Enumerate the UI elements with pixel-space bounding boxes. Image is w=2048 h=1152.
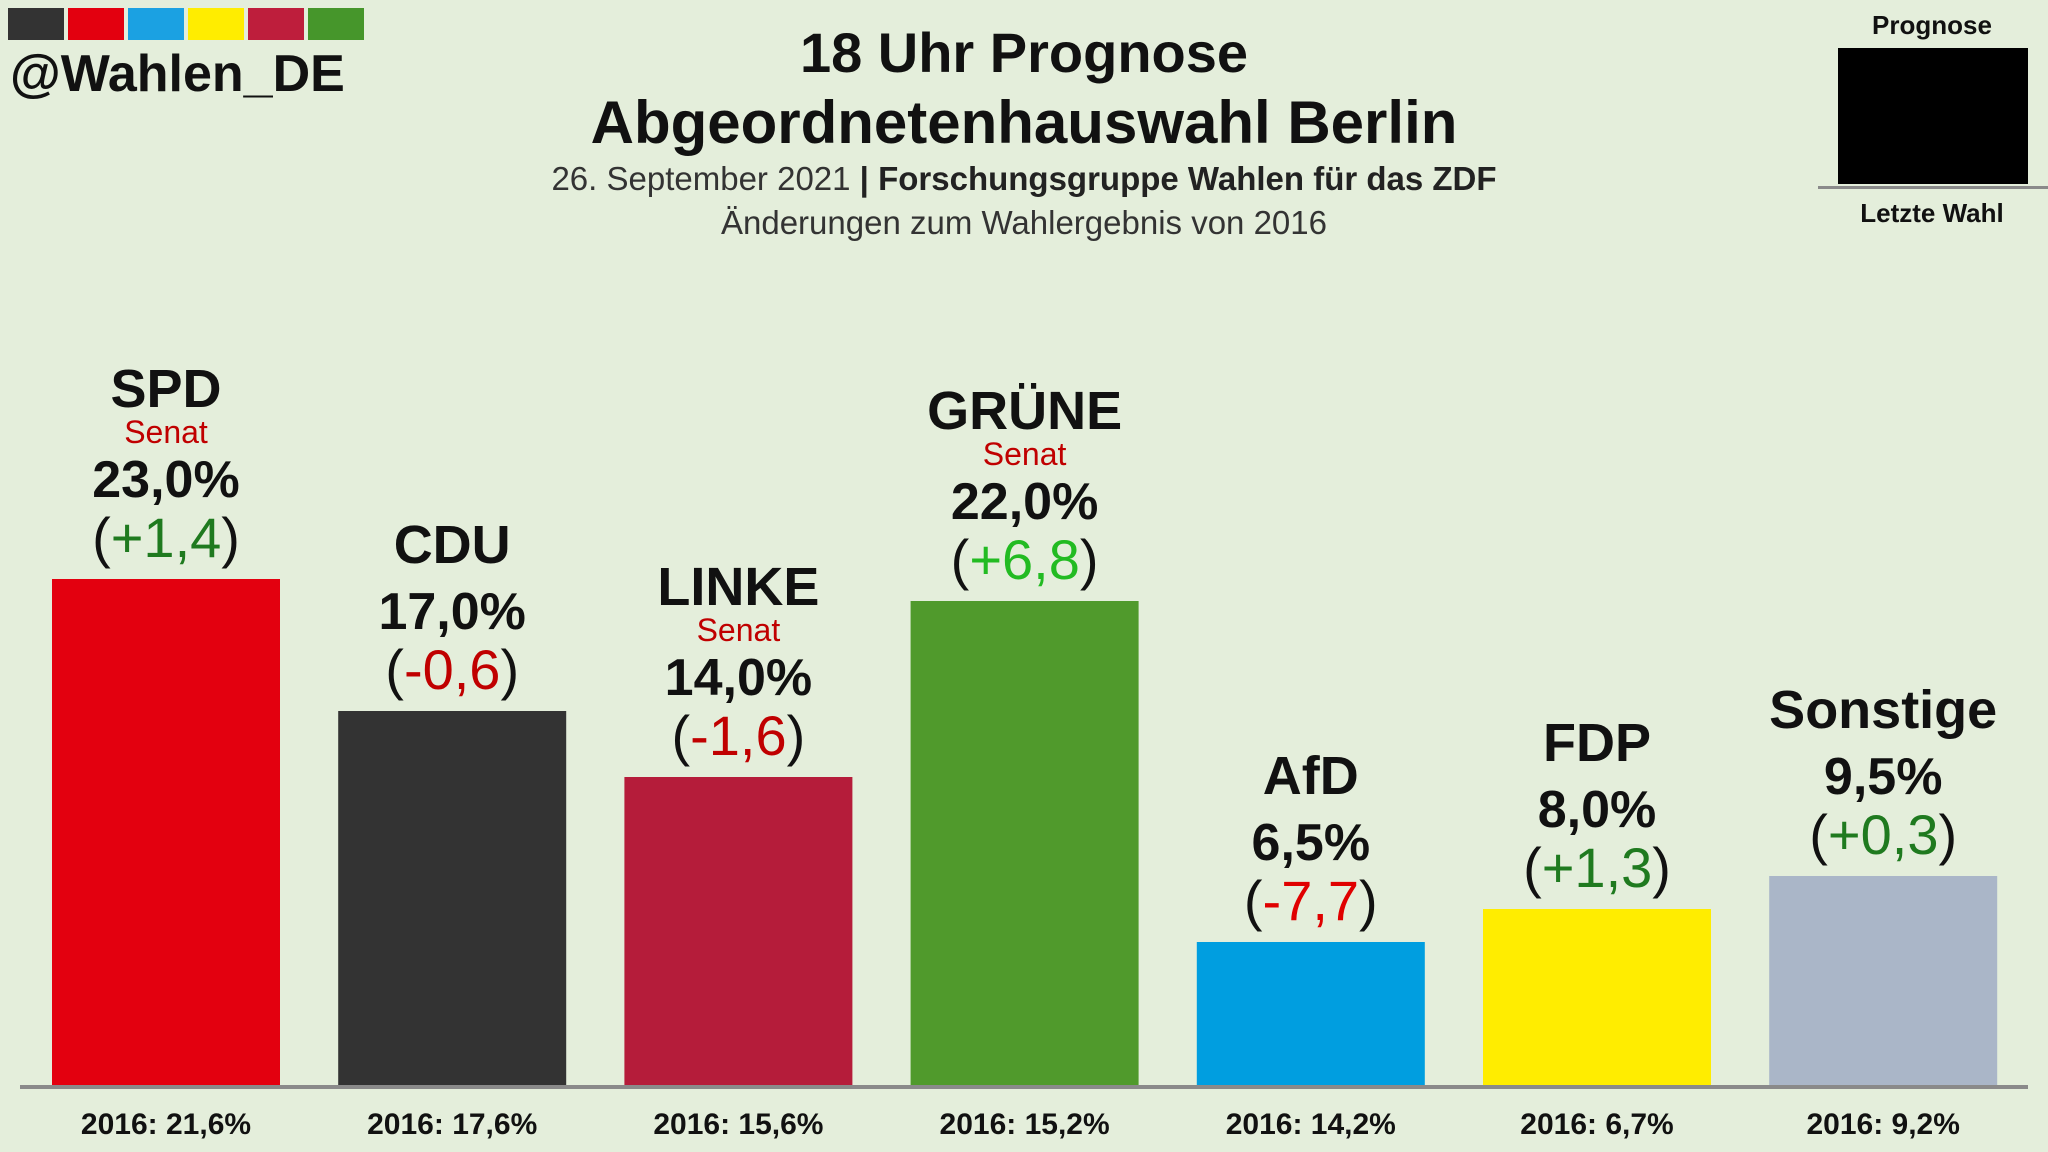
source-separator: | (850, 160, 879, 197)
change-label: (+0,3) (1809, 803, 1957, 866)
value-label: 9,5% (1824, 748, 1943, 806)
color-swatch (188, 8, 244, 40)
bar-grüne (910, 601, 1139, 1085)
value-label: 8,0% (1538, 781, 1657, 839)
x-axis-baseline (20, 1085, 2028, 1089)
change-label: (-0,6) (385, 638, 519, 701)
value-label: 14,0% (665, 649, 812, 707)
value-label: 23,0% (92, 451, 239, 509)
previous-result-label: 2016: 9,2% (1806, 1108, 1959, 1141)
legend-last-election-line (1818, 186, 2048, 189)
change-label: (+1,3) (1523, 836, 1671, 899)
account-handle: @Wahlen_DE (10, 45, 345, 103)
color-swatch (68, 8, 124, 40)
value-label: 6,5% (1252, 814, 1371, 872)
previous-result-label: 2016: 15,2% (940, 1108, 1110, 1141)
bar-linke (624, 777, 853, 1085)
change-label: (+1,4) (92, 506, 240, 569)
previous-result-label: 2016: 6,7% (1520, 1108, 1673, 1141)
party-label: AfD (1263, 746, 1359, 806)
color-swatch (8, 8, 64, 40)
party-label: Sonstige (1769, 680, 1997, 740)
party-label: LINKE (657, 557, 819, 617)
bar-afd (1196, 942, 1425, 1085)
chart-subtitle: Änderungen zum Wahlergebnis von 2016 (720, 204, 1327, 241)
change-label: (-7,7) (1244, 869, 1378, 932)
legend-last-election-label: Letzte Wahl (1860, 198, 2004, 228)
poll-date: 26. September 2021 (551, 160, 851, 197)
bar-sonstige (1769, 876, 1998, 1085)
previous-result-label: 2016: 17,6% (367, 1108, 537, 1141)
color-swatch (128, 8, 184, 40)
senat-label: Senat (124, 414, 208, 450)
party-color-strip (8, 8, 364, 40)
change-label: (+6,8) (951, 528, 1099, 591)
value-label: 17,0% (378, 583, 525, 641)
value-label: 22,0% (951, 473, 1098, 531)
change-label: (-1,6) (671, 704, 805, 767)
legend-prognose-label: Prognose (1872, 10, 1992, 40)
bar-fdp (1483, 909, 1711, 1085)
legend-prognose-swatch (1838, 48, 2028, 184)
color-swatch (248, 8, 304, 40)
chart-title-line1: 18 Uhr Prognose (799, 21, 1249, 84)
party-label: GRÜNE (927, 381, 1122, 441)
color-swatch (308, 8, 364, 40)
chart-title-line2: Abgeordnetenhauswahl Berlin (590, 89, 1458, 156)
bar-spd (52, 579, 280, 1085)
senat-label: Senat (697, 612, 781, 648)
previous-result-label: 2016: 15,6% (653, 1108, 823, 1141)
chart-source-line: 26. September 2021 | Forschungsgruppe Wa… (0, 160, 2048, 198)
poll-source: Forschungsgruppe Wahlen für das ZDF (878, 160, 1497, 197)
party-label: FDP (1543, 713, 1651, 773)
party-label: CDU (394, 515, 511, 575)
previous-result-label: 2016: 21,6% (81, 1108, 251, 1141)
bar-cdu (338, 711, 567, 1085)
party-label: SPD (110, 359, 221, 419)
previous-result-label: 2016: 14,2% (1226, 1108, 1396, 1141)
senat-label: Senat (983, 436, 1067, 472)
